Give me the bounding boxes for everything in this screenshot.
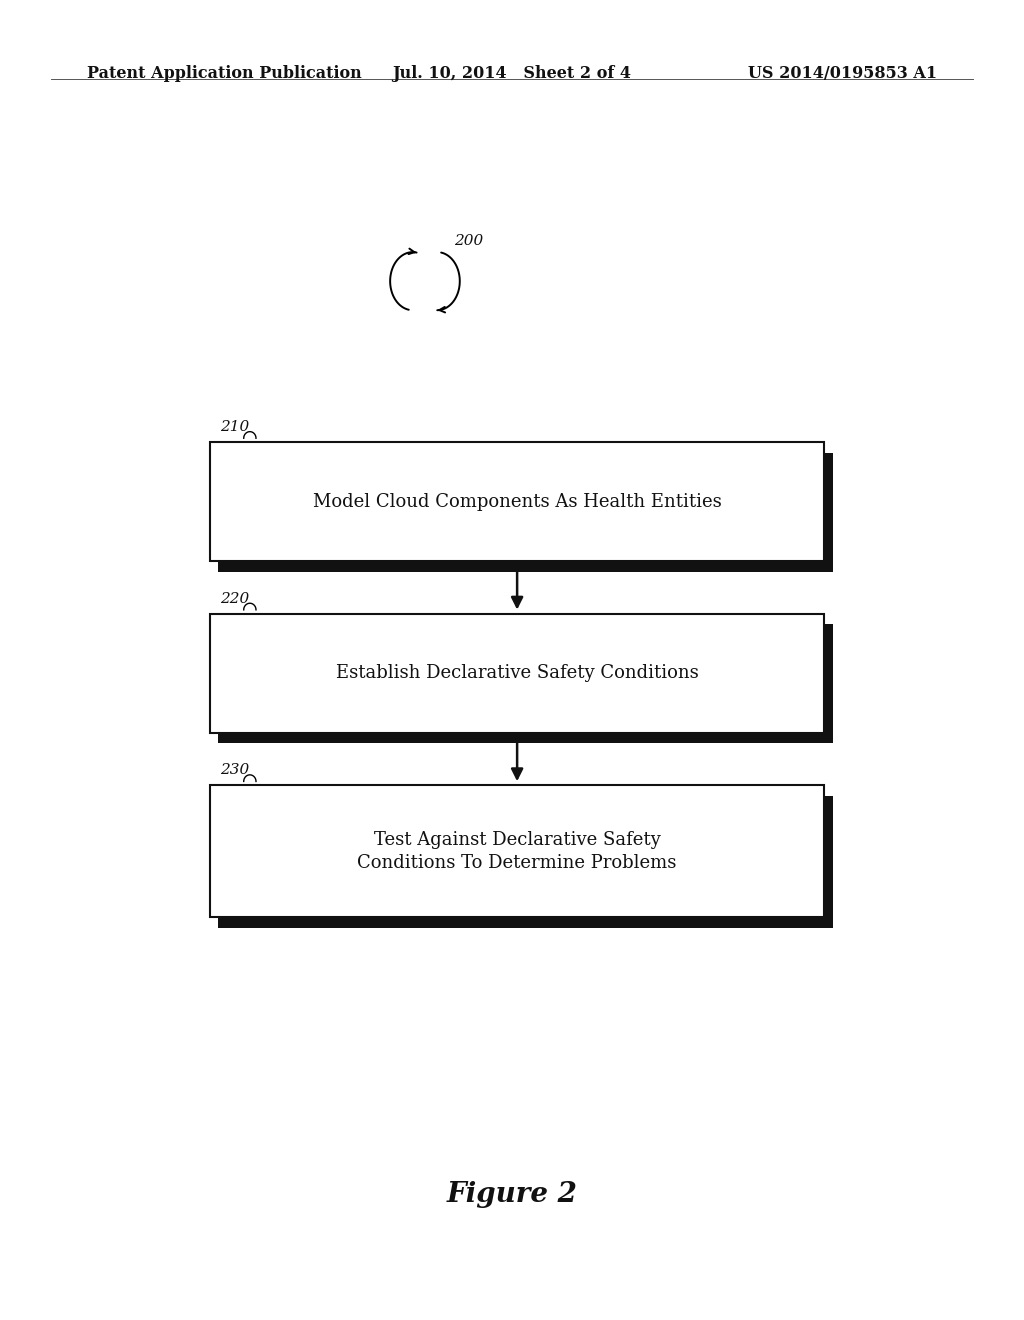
Bar [210,614,824,733]
Text: Establish Declarative Safety Conditions: Establish Declarative Safety Conditions [336,664,698,682]
Bar [218,453,833,572]
Text: 220: 220 [220,591,250,606]
Text: Jul. 10, 2014   Sheet 2 of 4: Jul. 10, 2014 Sheet 2 of 4 [392,65,632,82]
Bar [210,442,824,561]
Bar [218,624,833,743]
Text: Figure 2: Figure 2 [446,1181,578,1208]
Text: US 2014/0195853 A1: US 2014/0195853 A1 [748,65,937,82]
Text: 230: 230 [220,763,250,777]
Text: Model Cloud Components As Health Entities: Model Cloud Components As Health Entitie… [312,492,722,511]
Bar [218,796,833,928]
Bar [210,785,824,917]
Text: Test Against Declarative Safety
Conditions To Determine Problems: Test Against Declarative Safety Conditio… [357,830,677,873]
Text: 200: 200 [454,234,483,248]
Text: 210: 210 [220,420,250,434]
Text: Patent Application Publication: Patent Application Publication [87,65,361,82]
